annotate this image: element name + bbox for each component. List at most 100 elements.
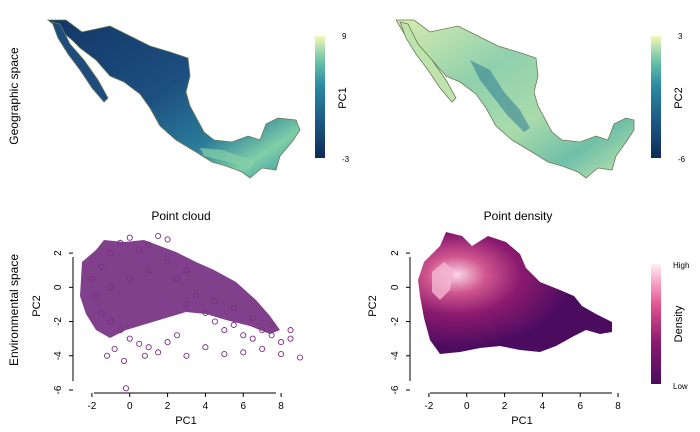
density-hotspot [432,262,454,300]
scatter-point [192,292,200,299]
density-ytick-label: -4 [390,351,401,360]
scatter-point [278,351,285,358]
scatter-point [107,318,114,325]
legend-title-pc2: PC2 [673,87,685,108]
scatter-point [296,354,304,361]
map-light-band-pc1 [200,148,256,170]
density-ytick-label: -6 [390,385,401,394]
y-ticks: -6 -4 -2 0 2 [53,250,73,394]
scatter-xtick-label: 4 [203,401,209,412]
scatter-point [155,232,162,240]
scatter-point [164,258,171,265]
scatter-point [211,297,218,305]
legend-pc1: 9 -3 PC1 [315,32,350,164]
scatter-point [287,335,294,342]
scatter-point [145,241,152,248]
scatter-point [173,275,181,282]
scatter-ytick-label: 0 [53,284,64,290]
density-xtick-label: -2 [424,401,433,412]
colorbar-pc1 [315,36,325,158]
scatter-point [259,327,266,334]
scatter-xtick-label: 6 [240,401,246,412]
scatter-point [249,335,256,342]
density-xtick-label: 0 [464,401,470,412]
scatter-point [173,332,181,339]
baja-california-pc1 [51,21,109,103]
legend-title-density: Density [673,305,685,342]
legend-density: High Low Density [651,261,689,391]
scatter-point [107,250,114,257]
scatter-point [268,321,275,329]
scatter-xtick-label: -2 [87,401,96,412]
legend-max-pc2: 3 [678,32,683,41]
x-axis-label-density: PC1 [511,415,532,427]
scatter-point [136,340,143,347]
x-axis-label: PC1 [175,415,196,427]
scatter-point [98,309,105,317]
scatter-point [126,335,133,342]
colorbar-density [651,264,661,384]
scatter-point [249,315,256,322]
legend-min-pc2: -6 [678,155,686,164]
scatter-point [126,234,133,241]
scatter-point [111,345,118,352]
scatter-point [183,352,190,359]
scatter-point [268,332,275,339]
colorbar-pc2 [651,36,661,158]
scatter-point [211,318,218,325]
scatter-point [88,275,95,282]
scatter-point [221,327,228,334]
legend-title-pc1: PC1 [337,87,349,108]
scatter-xtick-label: 2 [165,401,171,412]
scatter-point [230,321,237,329]
density-ytick-label: 0 [390,284,401,290]
scatter-point [240,332,247,339]
scatter-point [164,236,171,243]
x-ticks-density: -2 0 2 4 6 8 [424,393,621,412]
scatter-point [107,284,114,291]
scatter-point [122,385,130,392]
y-axis-label-density: PC2 [367,295,379,316]
mexico-shape-pc1 [46,19,301,179]
scatter-density-fill [80,240,280,338]
point-cloud-plot: Point cloud -2 0 2 4 6 8 -6 -4 -2 0 2 PC1 PC2 [31,209,304,427]
scatter-point [259,345,266,352]
scatter-point [287,327,294,334]
scatter-point [278,339,285,346]
scatter-point [164,339,171,346]
scatter-xtick-label: 8 [278,401,284,412]
legend-pc2: 3 -6 PC2 [651,32,686,164]
point-density-title: Point density [484,209,553,223]
baja-california-pc2 [399,21,457,103]
scatter-point [145,267,152,274]
legend-min-pc1: -3 [342,155,350,164]
density-region [418,232,612,354]
map-pc1 [46,19,301,179]
mexico-shape-pc2 [395,19,635,179]
row-label-bottom: Environmental space [7,254,21,366]
scatter-point [202,344,209,351]
scatter-point [183,301,190,308]
scatter-point [202,309,209,317]
density-xtick-label: 2 [502,401,508,412]
scatter-ytick-label: -2 [53,317,64,326]
scatter-point [155,349,162,356]
point-cloud-title: Point cloud [151,209,210,223]
y-axis-label: PC2 [31,295,43,316]
scatter-point [145,344,152,351]
scatter-point [121,357,128,364]
scatter-point [104,352,111,359]
scatter-point [136,246,143,253]
scatter-point [98,263,105,270]
scatter-ytick-label: -6 [53,385,64,394]
point-density-plot: Point density -2 0 2 4 6 8 -6 -4 -2 0 2 PC1 PC2 [367,209,621,427]
legend-max-pc1: 9 [342,32,347,41]
scatter-ytick-label: 2 [53,250,64,256]
scatter-point [141,352,148,359]
density-xtick-label: 4 [540,401,546,412]
scatter-point [126,275,133,282]
x-ticks: -2 0 2 4 6 8 [87,393,284,412]
density-ytick-label: -2 [390,317,401,326]
scatter-xtick-label: 0 [127,401,133,412]
